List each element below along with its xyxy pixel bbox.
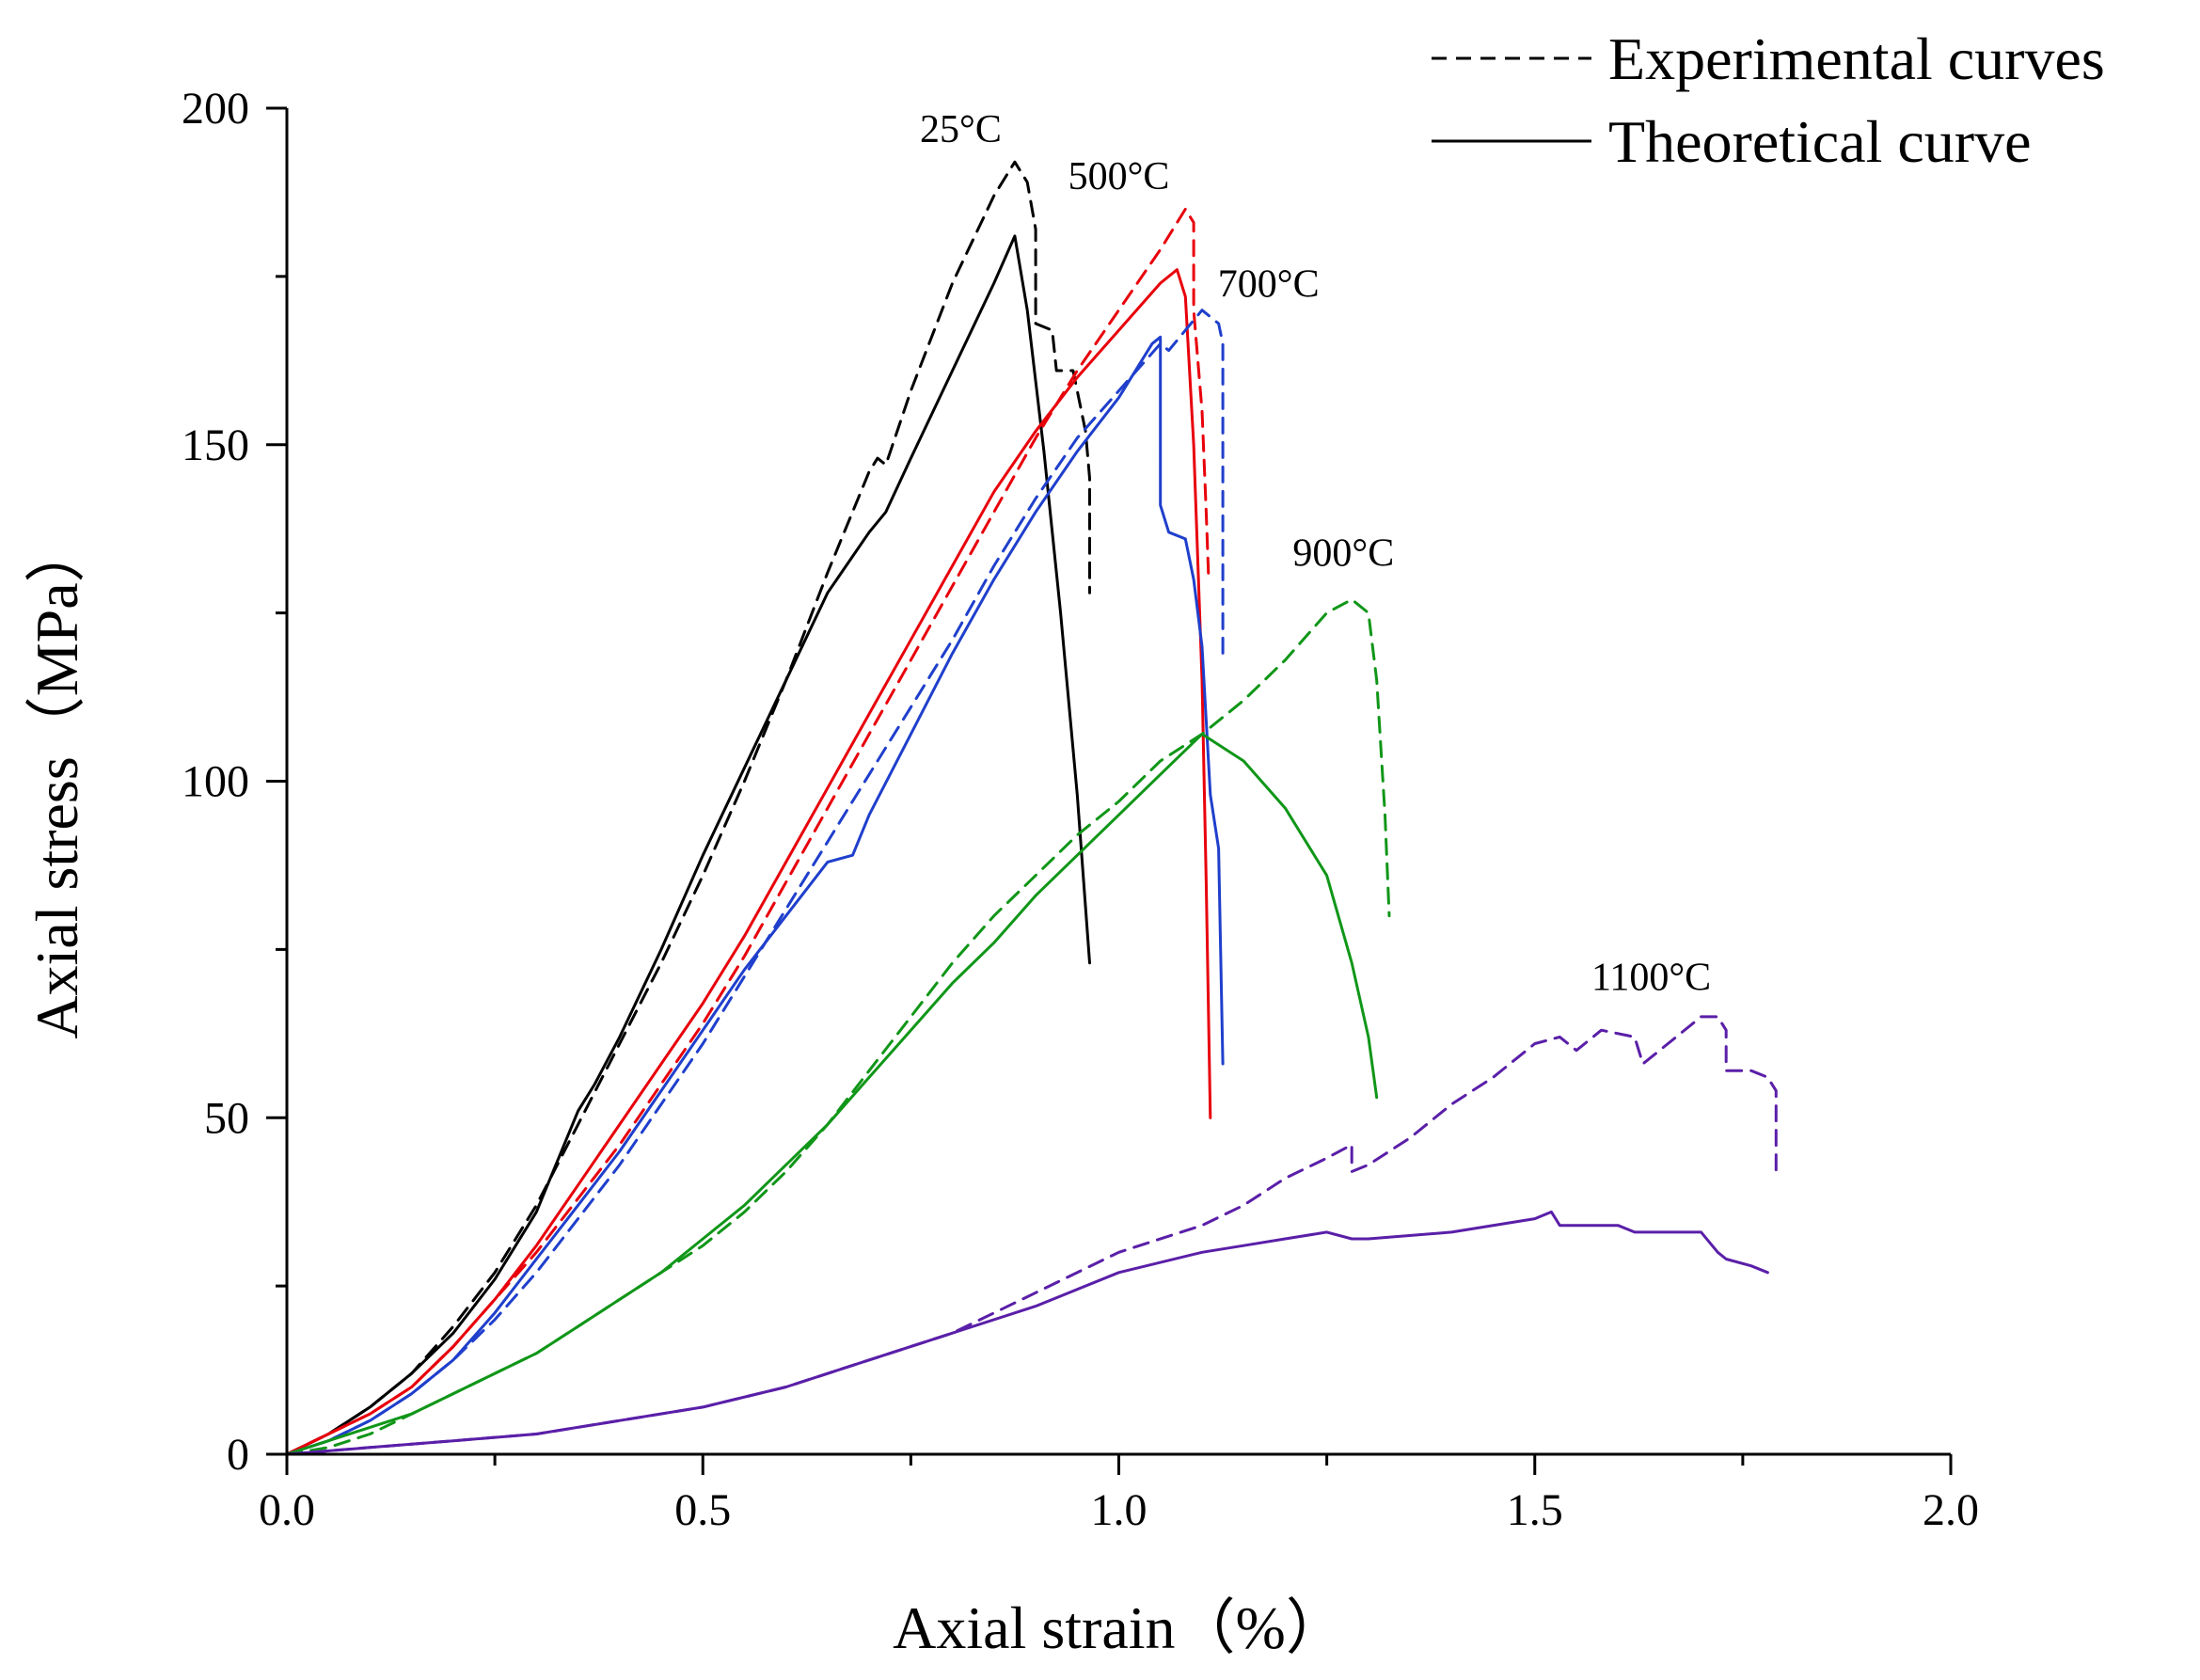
y-tick-label: 200	[182, 84, 249, 134]
x-tick-label: 1.0	[1091, 1485, 1147, 1535]
curve-label-25c: 25°C	[920, 108, 1002, 151]
x-tick-label: 1.5	[1507, 1485, 1563, 1535]
legend-label-theoretical: Theoretical curve	[1608, 108, 2032, 175]
y-tick-label: 50	[204, 1093, 249, 1143]
series-25c-experimental	[285, 160, 1091, 1456]
series-700c-theoretical	[285, 335, 1225, 1456]
curve-labels: 25°C 500°C 700°C 900°C 1100°C	[920, 108, 1711, 1000]
curve-label-1100c: 1100°C	[1591, 956, 1711, 999]
y-tick-label: 0	[227, 1430, 249, 1480]
series-25c-theoretical	[285, 234, 1091, 1456]
x-tick-label: 2.0	[1923, 1485, 1979, 1535]
legend: Experimental curves Theoretical curve	[1432, 25, 2105, 175]
curve-label-900c: 900°C	[1292, 532, 1394, 576]
series-500c-theoretical	[285, 268, 1212, 1456]
series-700c-experimental	[285, 309, 1225, 1456]
series-1100c-theoretical	[285, 1210, 1769, 1456]
axis-ticks: 0.0 0.5 1.0 1.5 2.0 0 50 100 150 200	[182, 84, 1979, 1535]
y-tick-label: 150	[182, 420, 249, 470]
series-900c-theoretical	[285, 732, 1379, 1456]
y-axis-title: Axial stress（MPa）	[24, 522, 90, 1038]
curve-label-700c: 700°C	[1218, 262, 1320, 306]
series-500c-experimental	[285, 207, 1211, 1456]
plot-curves	[285, 160, 1778, 1456]
x-axis-title: Axial strain（%）	[893, 1594, 1346, 1661]
x-tick-label: 0.0	[259, 1485, 315, 1535]
series-1100c-experimental	[285, 1015, 1778, 1456]
series-900c-experimental	[285, 597, 1391, 1456]
y-tick-label: 100	[182, 757, 249, 807]
legend-label-experimental: Experimental curves	[1608, 25, 2105, 92]
x-tick-label: 0.5	[674, 1485, 731, 1535]
curve-label-500c: 500°C	[1068, 155, 1170, 198]
